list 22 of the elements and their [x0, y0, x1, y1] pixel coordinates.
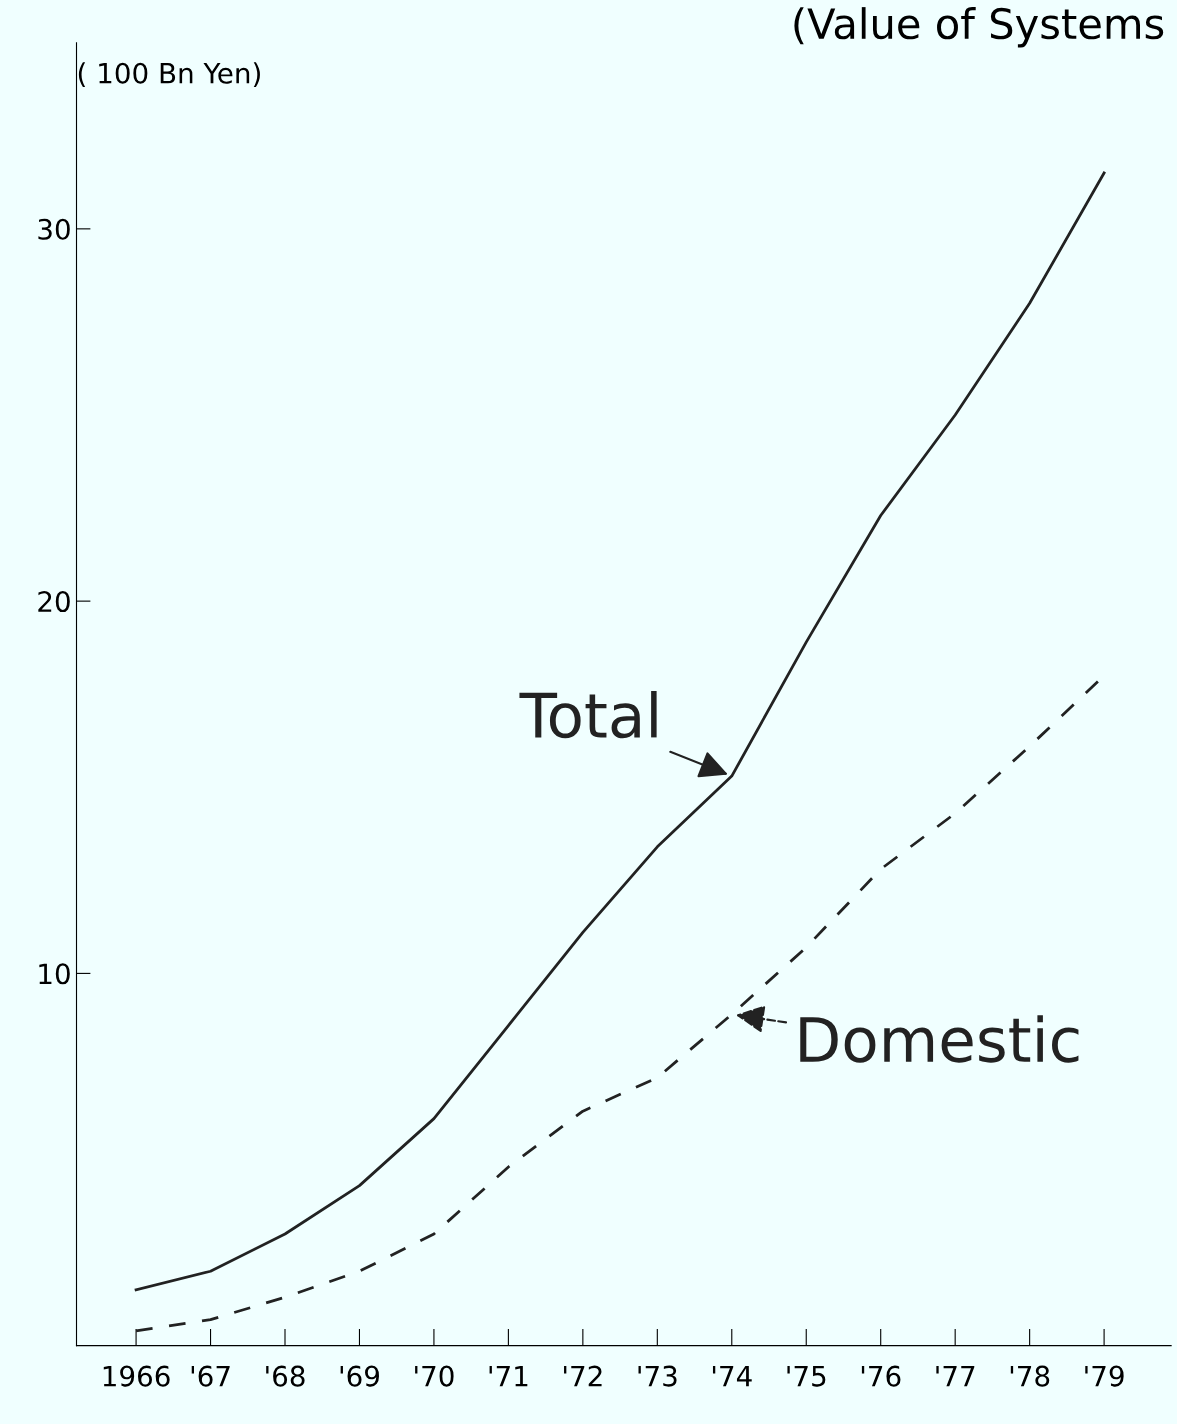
y-axis-title: ( 100 Bn Yen): [78, 62, 260, 88]
x-tick-label: '77: [936, 1365, 975, 1387]
x-tick-label: '72: [564, 1365, 602, 1387]
x-tick-label: '71: [489, 1365, 528, 1387]
x-tick-label: '74: [712, 1365, 752, 1387]
line-series: [134, 171, 1106, 1292]
x-tick-label: '75: [787, 1365, 826, 1387]
x-tick-label: '67: [191, 1365, 230, 1387]
series-label: Total: [519, 690, 657, 739]
legend-label: Domestic: [800, 1015, 1079, 1063]
x-tick-label: '76: [861, 1365, 901, 1387]
y-tick-label: 10: [39, 963, 70, 985]
x-tick-label: '69: [340, 1365, 379, 1387]
y-tick-label: 20: [38, 591, 70, 613]
x-tick-label: '78: [1010, 1365, 1050, 1387]
y-tick-label: 30: [38, 218, 70, 240]
x-tick-label: '79: [1085, 1365, 1124, 1387]
x-tick-label: '68: [266, 1365, 305, 1387]
x-tick-label: '73: [638, 1365, 677, 1387]
x-tick-label: 1966: [103, 1365, 170, 1387]
x-tick-label: '70: [415, 1365, 454, 1387]
chart-title: (Value of Systems: [794, 7, 1164, 48]
